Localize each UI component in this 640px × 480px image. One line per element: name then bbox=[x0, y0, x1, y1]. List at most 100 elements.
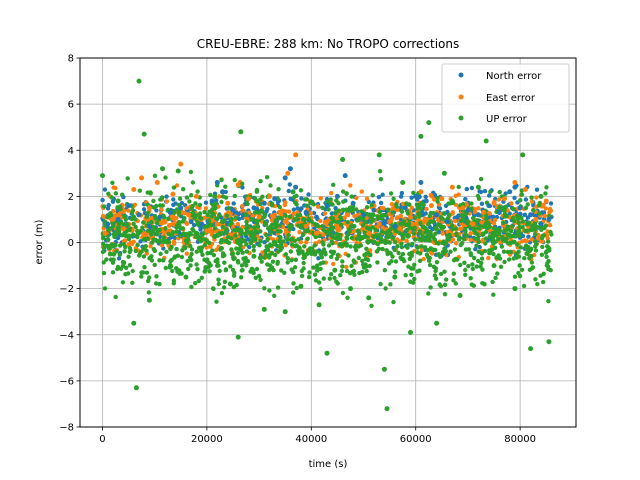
cloud-point bbox=[475, 258, 481, 264]
cloud-point bbox=[177, 196, 183, 201]
cloud-point bbox=[247, 230, 253, 236]
cloud-point bbox=[518, 245, 523, 250]
y-tick-label: 2 bbox=[68, 192, 74, 203]
cloud-point bbox=[510, 224, 515, 229]
series-0-point bbox=[334, 193, 340, 199]
chart-title: CREU-EBRE: 288 km: No TROPO corrections bbox=[197, 37, 460, 51]
series-2-point bbox=[340, 157, 346, 162]
cloud-point bbox=[285, 256, 290, 261]
series-1-point bbox=[345, 212, 351, 218]
cloud-point bbox=[539, 252, 545, 257]
cloud-point bbox=[340, 264, 345, 269]
cloud-point bbox=[164, 249, 169, 254]
cloud-point bbox=[193, 281, 198, 286]
cloud-point bbox=[511, 218, 517, 224]
cloud-point bbox=[388, 282, 393, 287]
series-1-point bbox=[387, 219, 393, 225]
series-2-point bbox=[449, 198, 455, 204]
cloud-point bbox=[446, 213, 452, 218]
cloud-point bbox=[199, 245, 204, 250]
cloud-point bbox=[126, 236, 132, 242]
cloud-point bbox=[143, 244, 148, 249]
cloud-point bbox=[141, 207, 147, 212]
cloud-point bbox=[216, 263, 221, 268]
cloud-point bbox=[533, 277, 538, 282]
cloud-point bbox=[511, 207, 517, 212]
cloud-point bbox=[543, 191, 548, 196]
cloud-point bbox=[427, 262, 433, 268]
cloud-point bbox=[453, 226, 459, 231]
series-1-point bbox=[303, 223, 309, 229]
cloud-point bbox=[548, 201, 554, 206]
cloud-point bbox=[164, 199, 170, 204]
cloud-point bbox=[207, 240, 212, 246]
cloud-point bbox=[391, 196, 396, 201]
cloud-point bbox=[141, 237, 147, 242]
cloud-point bbox=[466, 247, 472, 252]
cloud-point bbox=[424, 206, 429, 212]
cloud-point bbox=[424, 252, 430, 257]
cloud-point bbox=[338, 273, 343, 278]
cloud-point bbox=[174, 183, 180, 188]
series-2-point bbox=[316, 302, 322, 308]
cloud-point bbox=[171, 239, 177, 244]
cloud-point bbox=[363, 219, 368, 225]
cloud-point bbox=[269, 250, 275, 256]
cloud-point bbox=[441, 211, 446, 216]
cloud-point bbox=[214, 198, 219, 203]
cloud-point bbox=[404, 227, 410, 233]
cloud-point bbox=[344, 191, 349, 196]
cloud-point bbox=[235, 251, 241, 256]
cloud-point bbox=[117, 211, 123, 216]
cloud-point bbox=[225, 239, 230, 244]
cloud-point bbox=[224, 213, 229, 218]
cloud-point bbox=[182, 244, 187, 250]
cloud-point bbox=[528, 227, 534, 232]
cloud-point bbox=[121, 222, 127, 227]
cloud-point bbox=[154, 232, 160, 237]
cloud-point bbox=[244, 219, 249, 224]
cloud-point bbox=[480, 281, 485, 286]
cloud-point bbox=[256, 210, 261, 215]
cloud-point bbox=[326, 243, 332, 248]
cloud-point bbox=[197, 202, 203, 208]
cloud-point bbox=[102, 187, 108, 192]
cloud-point bbox=[470, 266, 475, 272]
cloud-point bbox=[445, 237, 451, 242]
series-2-point bbox=[520, 152, 526, 158]
cloud-point bbox=[400, 256, 406, 262]
cloud-point bbox=[325, 230, 331, 236]
cloud-point bbox=[157, 281, 162, 287]
cloud-point bbox=[287, 182, 292, 187]
cloud-point bbox=[534, 224, 540, 230]
cloud-point bbox=[195, 189, 200, 194]
cloud-point bbox=[541, 279, 546, 285]
cloud-point bbox=[138, 239, 143, 244]
cloud-point bbox=[299, 196, 304, 201]
cloud-point bbox=[288, 237, 294, 242]
cloud-point bbox=[399, 244, 405, 250]
cloud-point bbox=[341, 189, 346, 194]
cloud-point bbox=[249, 234, 254, 239]
cloud-point bbox=[154, 274, 159, 279]
cloud-point bbox=[351, 268, 357, 274]
cloud-point bbox=[174, 223, 180, 228]
cloud-point bbox=[287, 214, 293, 219]
cloud-point bbox=[216, 281, 221, 287]
cloud-point bbox=[122, 214, 127, 219]
cloud-point bbox=[478, 189, 484, 195]
cloud-point bbox=[166, 231, 171, 237]
cloud-point bbox=[308, 200, 313, 206]
cloud-point bbox=[161, 258, 166, 263]
series-2-point bbox=[115, 198, 121, 204]
cloud-point bbox=[437, 222, 442, 228]
cloud-point bbox=[393, 269, 398, 274]
cloud-point bbox=[115, 264, 121, 270]
cloud-point bbox=[226, 206, 231, 211]
cloud-point bbox=[139, 274, 144, 279]
cloud-point bbox=[139, 270, 144, 275]
cloud-point bbox=[171, 185, 177, 190]
series-2-point bbox=[160, 166, 165, 172]
cloud-point bbox=[369, 303, 374, 308]
cloud-point bbox=[407, 225, 412, 230]
